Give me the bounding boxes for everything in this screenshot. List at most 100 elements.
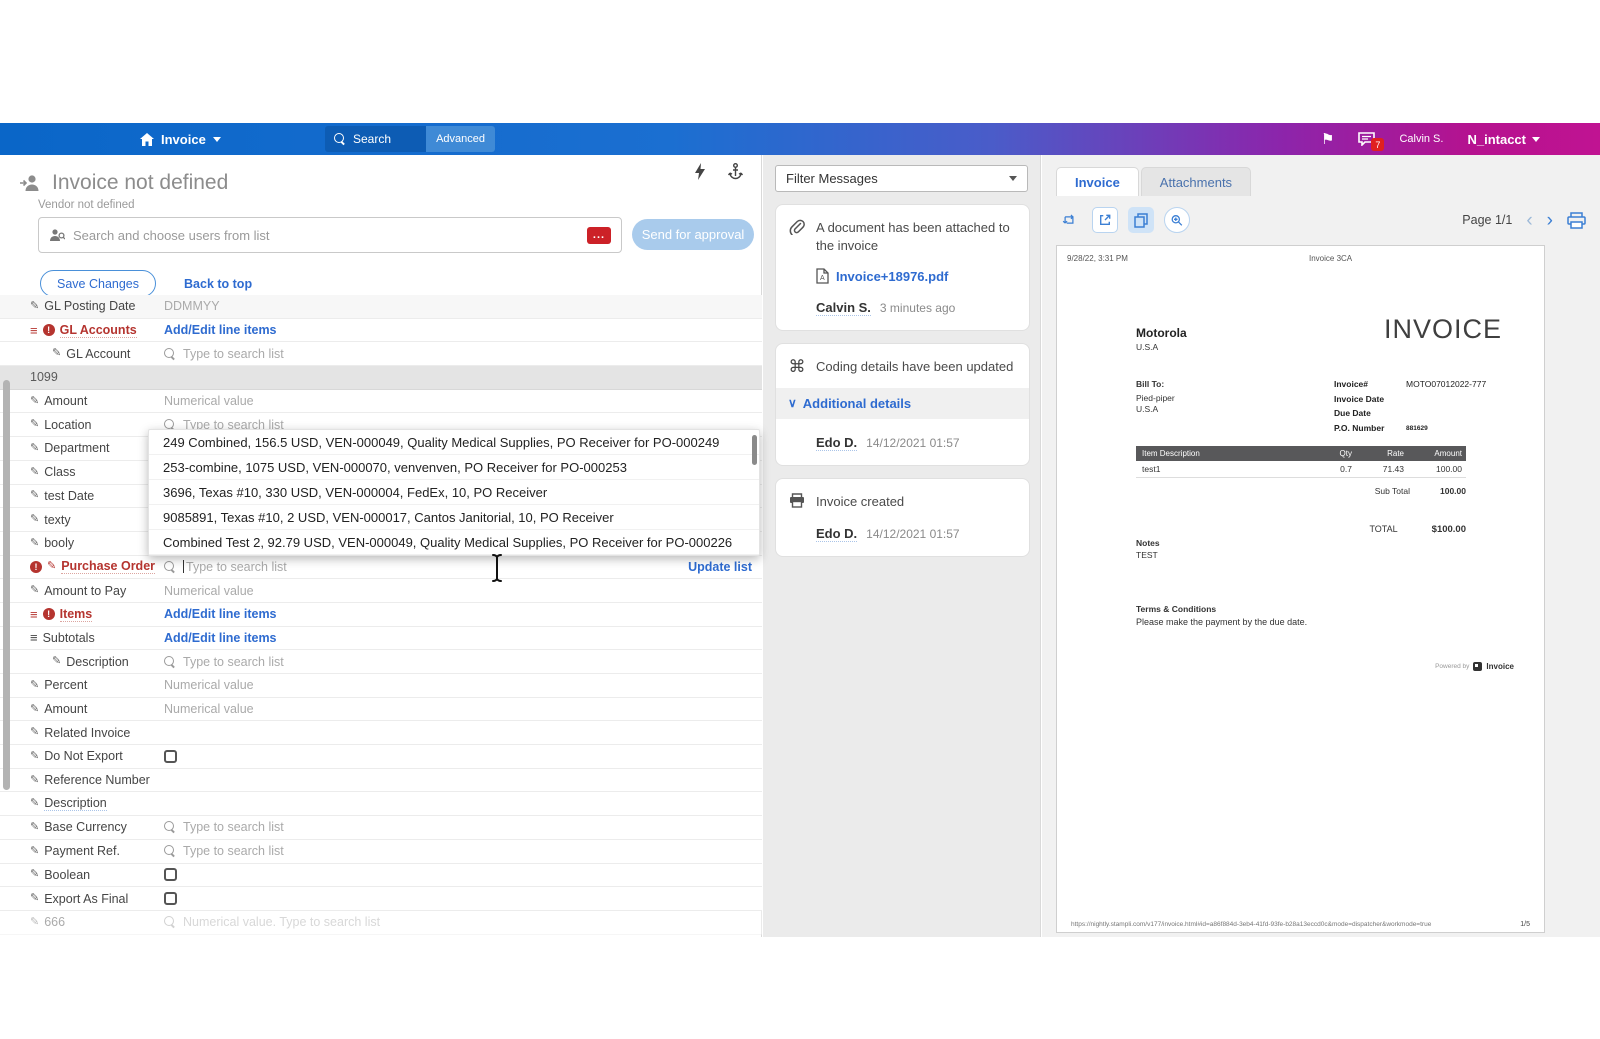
add-edit-line-items-link[interactable]: Add/Edit line items [164,607,277,622]
field-row-purchase-order[interactable]: ! ✎ Purchase Order Type to search list Updat… [0,555,762,580]
field-row-do-not-export[interactable]: ✎ Do Not Export [0,745,762,769]
field-row-description[interactable]: ✎ Description Type to search list [0,650,762,674]
field-value-area[interactable]: Numerical value. Type to search list [160,915,762,929]
open-external-icon[interactable] [1092,207,1118,233]
field-row-related-invoice[interactable]: ✎ Related Invoice [0,721,762,746]
doc-invoice-heading: INVOICE [1383,314,1502,344]
approver-search-input[interactable]: Search and choose users from list ... [38,217,622,253]
field-value-area[interactable] [160,892,762,906]
nav-app-menu[interactable]: Invoice [140,132,221,147]
save-changes-button[interactable]: Save Changes [40,270,157,297]
invoice-preview-page[interactable]: 9/28/22, 3:31 PM Invoice 3CA Motorola U.… [1056,245,1545,933]
field-value-area[interactable]: Numerical value [160,702,762,716]
pages-icon[interactable] [1128,207,1154,233]
field-label-group: ≡ Subtotals [30,631,160,645]
message-author[interactable]: Edo D. [816,434,858,451]
checkbox[interactable] [164,868,177,882]
tab-attachments[interactable]: Attachments [1140,167,1252,196]
field-row-export-as-final[interactable]: ✎ Export As Final [0,887,762,911]
advanced-search-button[interactable]: Advanced [426,126,495,152]
field-value-area[interactable]: Type to search list [160,844,762,858]
next-page-icon[interactable]: › [1546,209,1553,231]
field-row-subtotals[interactable]: ≡ Subtotals Add/Edit line items [0,626,762,651]
back-to-top-link[interactable]: Back to top [184,276,253,291]
field-row-gl-accounts[interactable]: ≡! GL Accounts Add/Edit line items [0,318,762,343]
field-label-group: ✎ Base Currency [30,820,160,834]
edit-pencil-icon: ✎ [30,773,40,786]
field-value-area[interactable]: Numerical value [160,584,762,598]
notifications-button[interactable]: 7 [1358,132,1385,151]
field-row-payment-ref[interactable]: ✎ Payment Ref. Type to search list [0,839,762,864]
checkbox[interactable] [164,892,177,906]
filter-messages-select[interactable]: Filter Messages [775,165,1028,192]
field-row-reference-number[interactable]: ✎ Reference Number [0,768,762,793]
message-card[interactable]: A document has been attached to the invo… [775,204,1030,332]
org-switcher[interactable]: N_intacct [1467,132,1540,147]
dropdown-option[interactable]: 9085891, Texas #10, 2 USD, VEN-000017, C… [149,505,759,530]
field-row-amount-to-pay[interactable]: ✎ Amount to Pay Numerical value [0,579,762,603]
field-value-area[interactable]: Numerical value [160,678,762,692]
required-approvers-chip[interactable]: ... [587,226,611,244]
add-edit-line-items-link[interactable]: Add/Edit line items [164,630,277,645]
zoom-in-icon[interactable] [1164,207,1190,233]
lightning-icon[interactable] [694,163,706,180]
field-value-area[interactable]: Type to search list [160,655,762,669]
field-row-base-currency[interactable]: ✎ Base Currency Type to search list [0,816,762,840]
field-row-percent[interactable]: ✎ Percent Numerical value [0,674,762,698]
field-row-gl-account[interactable]: ✎ GL Account Type to search list [0,342,762,367]
add-edit-line-items-link[interactable]: Add/Edit line items [164,323,277,338]
field-row-amount[interactable]: ✎ Amount Numerical value [0,389,762,414]
field-row-items[interactable]: ≡! Items Add/Edit line items [0,602,762,627]
edit-pencil-icon: ✎ [30,513,40,526]
send-for-approval-button[interactable]: Send for approval [632,219,754,250]
dropdown-option[interactable]: 253-combine, 1075 USD, VEN-000070, venve… [149,455,759,480]
print-icon[interactable] [1567,211,1586,229]
additional-details-toggle[interactable]: ∨ Additional details [776,387,1029,419]
printer-icon [788,492,806,508]
field-row-gl-posting-date[interactable]: ✎ GL Posting Date DDMMYY [0,295,762,319]
field-placeholder: Numerical value [164,394,254,409]
nav-search-box[interactable]: Search Advanced [325,126,495,152]
dropdown-scrollbar[interactable] [752,435,757,465]
field-value-area[interactable]: Add/Edit line items [160,607,762,621]
attachment-row[interactable]: A Invoice+18976.pdf [816,268,1017,284]
field-label-group: ✎ test Date [30,489,160,503]
field-label-group: ✎ Amount [30,702,160,716]
field-value-area[interactable] [160,749,762,763]
field-row-1099[interactable]: 1099 [0,366,762,390]
prev-page-icon[interactable]: ‹ [1526,209,1533,231]
dropdown-option[interactable]: Combined Test 2, 92.79 USD, VEN-000049, … [149,530,759,555]
message-author[interactable]: Edo D. [816,526,858,543]
message-author[interactable]: Calvin S. [816,300,871,317]
field-row-boolean[interactable]: ✎ Boolean [0,863,762,888]
attachment-link[interactable]: Invoice+18976.pdf [836,268,949,284]
field-label: GL Posting Date [44,299,136,314]
update-list-link[interactable]: Update list [688,559,752,574]
field-value-area[interactable]: Type to search list [160,347,762,361]
message-cards: A document has been attached to the invo… [775,204,1030,558]
field-value-area[interactable]: Numerical value [160,394,762,408]
field-row-666[interactable]: ✎ 666 Numerical value. Type to search list [0,910,762,935]
message-card[interactable]: ⌘ Coding details have been updated ∨ Additi… [775,343,1030,466]
field-row-amount[interactable]: ✎ Amount Numerical value [0,697,762,722]
field-placeholder: Numerical value [164,583,254,598]
flag-icon[interactable]: ⚑ [1320,130,1335,148]
field-value-area[interactable] [160,868,762,882]
dropdown-option[interactable]: 249 Combined, 156.5 USD, VEN-000049, Qua… [149,430,759,455]
form-scrollbar[interactable] [3,380,10,790]
field-row-description[interactable]: ✎ Description [0,792,762,817]
field-value-area[interactable]: DDMMYY [160,299,762,313]
viewer-tabs: Invoice Attachments [1056,167,1252,196]
anchor-icon[interactable] [728,163,743,180]
field-value-area[interactable]: Type to search list Update list [160,560,762,574]
field-value-area[interactable]: Add/Edit line items [160,631,762,645]
field-value-area[interactable]: Type to search list [160,418,762,432]
dropdown-option[interactable]: 3696, Texas #10, 330 USD, VEN-000004, Fe… [149,480,759,505]
field-value-area[interactable]: Add/Edit line items [160,323,762,337]
tab-invoice[interactable]: Invoice [1056,167,1139,196]
checkbox[interactable] [164,749,177,763]
vendor-subtitle: Vendor not defined [38,199,135,211]
message-card[interactable]: Invoice created Edo D. 14/12/2021 01:57 [775,477,1030,558]
rotate-icon[interactable] [1056,207,1082,233]
field-value-area[interactable]: Type to search list [160,820,762,834]
